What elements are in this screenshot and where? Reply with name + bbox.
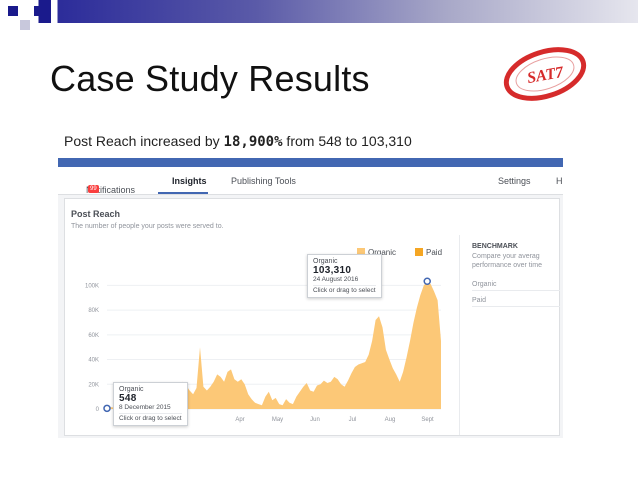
tooltip-start-value: 548: [119, 393, 137, 404]
tab-settings[interactable]: Settings: [498, 176, 531, 186]
tooltip-peak: Organic 103,310 24 August 2016 Click or …: [307, 254, 382, 298]
x-tick-label: Apr: [235, 417, 244, 423]
legend-paid-label: Paid: [426, 248, 443, 257]
benchmark-title: BENCHMARK: [472, 243, 518, 250]
legend-organic-label: Organic: [368, 248, 397, 257]
y-tick-label: 0: [96, 407, 100, 413]
x-tick-label: May: [272, 417, 283, 423]
decor-square: [20, 20, 30, 30]
x-tick-label: Jul: [349, 417, 357, 423]
header-decoration: [0, 0, 638, 32]
x-tick-label: Aug: [385, 417, 396, 423]
y-tick-label: 20K: [88, 382, 99, 388]
panel-title: Post Reach: [71, 209, 121, 219]
subtitle-percent: 18,900%: [223, 134, 283, 150]
tooltip-peak-hint[interactable]: Click or drag to select: [313, 285, 376, 294]
benchmark-panel: BENCHMARK Compare your averag performance…: [459, 235, 560, 435]
facebook-top-bar: [58, 158, 563, 167]
panel-description: The number of people your posts were ser…: [71, 223, 224, 230]
decor-square: [34, 6, 44, 16]
active-tab-indicator: [158, 192, 208, 194]
x-tick-label: Jun: [310, 417, 320, 423]
tooltip-peak-value: 103,310: [313, 265, 352, 276]
y-tick-label: 40K: [88, 358, 99, 364]
tab-help[interactable]: H: [556, 176, 563, 186]
legend-paid[interactable]: Paid: [415, 248, 442, 257]
tooltip-start-hint[interactable]: Click or drag to select: [119, 413, 182, 422]
sat7-logo: SAT7: [503, 47, 587, 101]
benchmark-description: Compare your averag performance over time: [472, 252, 563, 270]
subtitle-suffix: from 548 to 103,310: [282, 133, 412, 149]
legend-paid-swatch: [415, 248, 423, 256]
tooltip-start-label: Organic: [119, 386, 144, 393]
subtitle-prefix: Post Reach increased by: [64, 133, 224, 149]
y-tick-label: 100K: [85, 283, 99, 289]
post-reach-panel: Post Reach The number of people your pos…: [64, 198, 560, 436]
organic-area[interactable]: [107, 281, 441, 409]
y-tick-label: 80K: [88, 308, 99, 314]
slide-title: Case Study Results: [50, 58, 370, 99]
insights-screenshot: Notifications 99 Insights Publishing Tool…: [58, 158, 563, 438]
benchmark-paid[interactable]: Paid: [472, 297, 560, 307]
tab-insights[interactable]: Insights: [172, 176, 207, 186]
tab-notifications-label: Notifications: [86, 185, 136, 195]
decor-square: [0, 0, 638, 23]
svg-text:SAT7: SAT7: [526, 64, 566, 87]
slide-subtitle: Post Reach increased by 18,900% from 548…: [64, 133, 412, 150]
x-tick-label: Sept: [421, 417, 434, 423]
tooltip-start: Organic 548 8 December 2015 Click or dra…: [113, 382, 188, 426]
tooltip-start-date: 8 December 2015: [119, 404, 171, 411]
benchmark-organic[interactable]: Organic: [472, 281, 560, 291]
tooltip-peak-label: Organic: [313, 258, 338, 265]
tab-publishing-tools[interactable]: Publishing Tools: [231, 176, 296, 186]
tooltip-peak-date: 24 August 2016: [313, 276, 359, 283]
page-nav: Notifications 99 Insights Publishing Tool…: [58, 167, 563, 195]
benchmark-line-1: Compare your averag: [472, 253, 540, 260]
start-point[interactable]: [103, 404, 111, 413]
legend-organic[interactable]: Organic: [357, 248, 396, 257]
decor-square: [8, 6, 18, 16]
peak-point[interactable]: [423, 277, 431, 286]
benchmark-line-2: performance over time: [472, 262, 543, 269]
post-reach-chart[interactable]: 0 20K 40K 60K 80K 100K Apr May Jun Jul Aug Sept: [65, 199, 459, 435]
legend-organic-swatch: [357, 248, 365, 256]
y-tick-label: 60K: [88, 333, 99, 339]
notifications-badge: 99: [88, 185, 99, 193]
